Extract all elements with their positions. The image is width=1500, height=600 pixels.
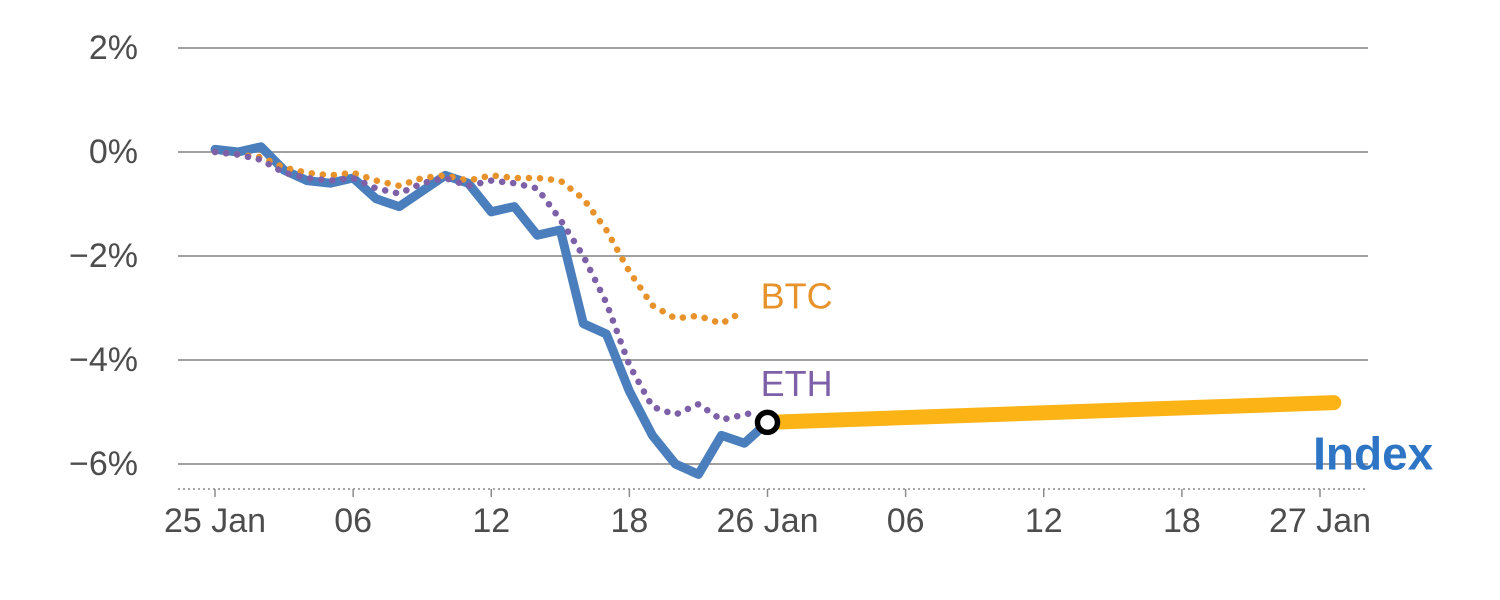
index-label: Index <box>1313 428 1434 480</box>
series-line-index-forecast <box>760 395 1342 430</box>
y-tick-label: −2% <box>69 237 138 275</box>
x-tick-label: 06 <box>334 502 372 540</box>
x-tick-label: 12 <box>472 502 510 540</box>
btc-label: BTC <box>761 276 833 317</box>
eth-label: ETH <box>761 363 833 404</box>
y-tick-label: 0% <box>89 133 138 171</box>
x-tick-label: 25 Jan <box>164 502 266 540</box>
y-tick-label: 2% <box>89 29 138 67</box>
series-line-eth <box>211 148 760 424</box>
y-tick-label: −4% <box>69 341 138 379</box>
y-tick-label: −6% <box>69 445 138 483</box>
x-tick-label: 27 Jan <box>1269 502 1371 540</box>
x-tick-label: 12 <box>1025 502 1063 540</box>
x-tick-label: 06 <box>887 502 925 540</box>
series-line-index <box>210 142 772 479</box>
x-tick-label: 18 <box>1163 502 1201 540</box>
current-point-marker <box>754 409 781 436</box>
x-tick-label: 18 <box>610 502 648 540</box>
series-line-btc <box>211 148 748 327</box>
x-tick-label: 26 Jan <box>716 502 818 540</box>
